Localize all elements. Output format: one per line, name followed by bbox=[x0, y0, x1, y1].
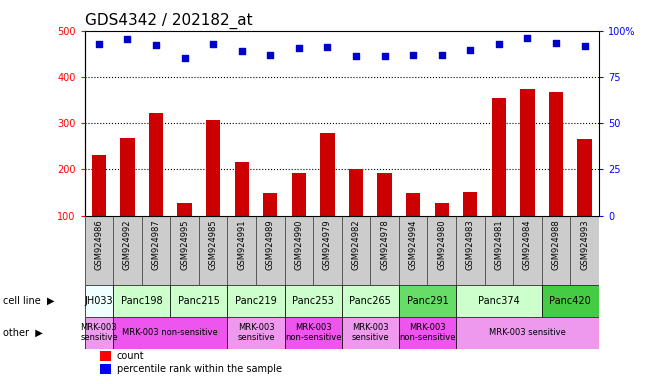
Text: GSM924988: GSM924988 bbox=[551, 219, 561, 270]
Point bbox=[551, 40, 561, 46]
Point bbox=[208, 41, 219, 48]
Text: GSM924982: GSM924982 bbox=[352, 219, 361, 270]
Point bbox=[408, 52, 419, 58]
Text: GSM924990: GSM924990 bbox=[294, 219, 303, 270]
Bar bbox=[399, 317, 456, 349]
Bar bbox=[320, 133, 335, 216]
Text: MRK-003
sensitive: MRK-003 sensitive bbox=[237, 323, 275, 343]
Bar bbox=[406, 194, 421, 216]
Bar bbox=[284, 285, 342, 317]
Bar bbox=[171, 285, 227, 317]
Bar bbox=[227, 317, 284, 349]
Bar bbox=[120, 138, 135, 216]
Text: GSM924978: GSM924978 bbox=[380, 219, 389, 270]
Text: Panc215: Panc215 bbox=[178, 296, 220, 306]
Text: GSM924985: GSM924985 bbox=[209, 219, 217, 270]
Bar bbox=[113, 285, 171, 317]
Text: GSM924983: GSM924983 bbox=[466, 219, 475, 270]
Point bbox=[294, 45, 304, 51]
Bar bbox=[263, 194, 277, 216]
Point bbox=[437, 52, 447, 58]
Bar bbox=[206, 120, 220, 216]
Text: GSM924995: GSM924995 bbox=[180, 219, 189, 270]
Bar bbox=[100, 364, 111, 374]
Text: Panc198: Panc198 bbox=[121, 296, 163, 306]
Point bbox=[94, 41, 104, 48]
Bar bbox=[549, 92, 563, 216]
Text: GSM924987: GSM924987 bbox=[152, 219, 161, 270]
Text: count: count bbox=[117, 351, 144, 361]
Text: MRK-003 non-sensitive: MRK-003 non-sensitive bbox=[122, 328, 218, 337]
Bar bbox=[234, 162, 249, 216]
Text: MRK-003
non-sensitive: MRK-003 non-sensitive bbox=[399, 323, 456, 343]
Bar bbox=[577, 139, 592, 216]
Bar bbox=[100, 351, 111, 361]
Text: MRK-003
non-sensitive: MRK-003 non-sensitive bbox=[285, 323, 342, 343]
Bar bbox=[178, 203, 192, 216]
Text: cell line  ▶: cell line ▶ bbox=[3, 296, 55, 306]
Bar bbox=[113, 317, 227, 349]
Point bbox=[265, 52, 275, 58]
Point bbox=[180, 55, 190, 61]
Bar bbox=[399, 285, 456, 317]
Point bbox=[351, 53, 361, 59]
Text: Panc374: Panc374 bbox=[478, 296, 519, 306]
Bar bbox=[492, 98, 506, 216]
Bar bbox=[378, 173, 392, 216]
Text: GDS4342 / 202182_at: GDS4342 / 202182_at bbox=[85, 13, 252, 29]
Bar bbox=[542, 285, 599, 317]
Text: GSM924994: GSM924994 bbox=[409, 219, 418, 270]
Point bbox=[122, 36, 133, 42]
Text: GSM924980: GSM924980 bbox=[437, 219, 447, 270]
Bar bbox=[456, 317, 599, 349]
Bar bbox=[349, 169, 363, 216]
Text: GSM924979: GSM924979 bbox=[323, 219, 332, 270]
Bar bbox=[456, 285, 542, 317]
Text: other  ▶: other ▶ bbox=[3, 328, 43, 338]
Point bbox=[151, 42, 161, 48]
Bar bbox=[292, 173, 306, 216]
Text: GSM924992: GSM924992 bbox=[123, 219, 132, 270]
Text: GSM924984: GSM924984 bbox=[523, 219, 532, 270]
Text: JH033: JH033 bbox=[85, 296, 113, 306]
Bar bbox=[342, 285, 399, 317]
Point bbox=[579, 43, 590, 49]
Point bbox=[465, 47, 475, 53]
Text: MRK-003 sensitive: MRK-003 sensitive bbox=[489, 328, 566, 337]
Text: Panc420: Panc420 bbox=[549, 296, 591, 306]
Bar bbox=[85, 317, 113, 349]
Bar bbox=[92, 155, 106, 216]
Text: GSM924991: GSM924991 bbox=[237, 219, 246, 270]
Text: GSM924993: GSM924993 bbox=[580, 219, 589, 270]
Point bbox=[322, 44, 333, 50]
Bar bbox=[149, 113, 163, 216]
Bar bbox=[435, 203, 449, 216]
Bar bbox=[227, 285, 284, 317]
Text: percentile rank within the sample: percentile rank within the sample bbox=[117, 364, 281, 374]
Text: Panc265: Panc265 bbox=[350, 296, 391, 306]
Bar bbox=[342, 317, 399, 349]
Text: MRK-003
sensitive: MRK-003 sensitive bbox=[80, 323, 118, 343]
Point bbox=[522, 35, 533, 41]
Text: Panc219: Panc219 bbox=[235, 296, 277, 306]
Point bbox=[380, 53, 390, 59]
Bar bbox=[284, 317, 342, 349]
Text: Panc253: Panc253 bbox=[292, 296, 334, 306]
Point bbox=[493, 41, 504, 47]
Bar bbox=[520, 89, 534, 216]
Bar bbox=[464, 192, 477, 216]
Text: MRK-003
sensitive: MRK-003 sensitive bbox=[352, 323, 389, 343]
Point bbox=[236, 48, 247, 54]
Text: GSM924989: GSM924989 bbox=[266, 219, 275, 270]
Text: GSM924981: GSM924981 bbox=[494, 219, 503, 270]
Bar bbox=[85, 285, 113, 317]
Text: GSM924986: GSM924986 bbox=[94, 219, 104, 270]
Text: Panc291: Panc291 bbox=[407, 296, 449, 306]
